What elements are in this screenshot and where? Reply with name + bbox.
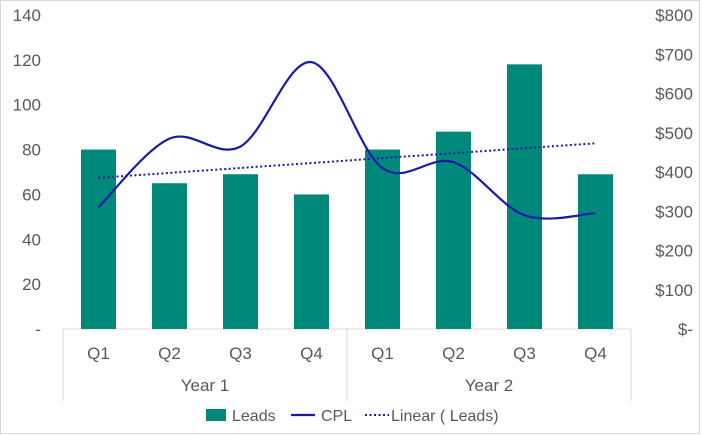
x-tick-label: Q3 xyxy=(229,344,252,363)
group-label: Year 1 xyxy=(181,376,230,395)
x-tick-label: Q4 xyxy=(584,344,607,363)
x-tick-label: Q4 xyxy=(300,344,323,363)
x-tick-label: Q2 xyxy=(158,344,181,363)
leads-bar xyxy=(294,194,329,329)
leads-bar xyxy=(152,183,187,329)
y2-tick-label: $300 xyxy=(655,202,693,221)
leads-trendline xyxy=(98,142,596,179)
axes: - 20 40 60 80 100 120 140 $- $100 $200 $300 $400 $500… xyxy=(13,6,693,401)
y-tick-label: 120 xyxy=(13,51,41,70)
leads-bar xyxy=(436,131,471,329)
legend-label-cpl: CPL xyxy=(321,408,352,425)
x-tick-label: Q3 xyxy=(513,344,536,363)
x-tick-label: Q2 xyxy=(442,344,465,363)
leads-bar xyxy=(223,174,258,329)
legend-label-leads: Leads xyxy=(232,408,276,425)
y2-tick-label: $800 xyxy=(655,6,693,25)
y-tick-label: 140 xyxy=(13,6,41,25)
lines xyxy=(97,60,596,220)
y-tick-label: 60 xyxy=(22,185,41,204)
y2-tick-label: $400 xyxy=(655,163,693,182)
y-tick-label: 100 xyxy=(13,96,41,115)
y2-tick-label: $700 xyxy=(655,45,693,64)
x-tick-label: Q1 xyxy=(371,344,394,363)
leads-bar xyxy=(81,149,116,329)
y2-tick-label: $200 xyxy=(655,242,693,261)
x-tick-label: Q1 xyxy=(87,344,110,363)
leads-bar xyxy=(578,174,613,329)
leads-bar xyxy=(365,149,400,329)
y-tick-label: 40 xyxy=(22,230,41,249)
group-label: Year 2 xyxy=(465,376,514,395)
y2-tick-label: $600 xyxy=(655,85,693,104)
legend: Leads CPL Linear ( Leads) xyxy=(206,408,499,425)
y-tick-label: 20 xyxy=(22,275,41,294)
legend-swatch-leads xyxy=(206,409,226,421)
y-tick-label: - xyxy=(35,320,41,339)
y2-tick-label: $500 xyxy=(655,124,693,143)
y-tick-label: 80 xyxy=(22,141,41,160)
cpl-line xyxy=(97,60,596,220)
y2-tick-label: $- xyxy=(678,320,693,339)
bars xyxy=(81,64,613,329)
legend-label-trendline: Linear ( Leads) xyxy=(391,408,499,425)
y2-tick-label: $100 xyxy=(655,281,693,300)
leads-bar xyxy=(507,64,542,329)
